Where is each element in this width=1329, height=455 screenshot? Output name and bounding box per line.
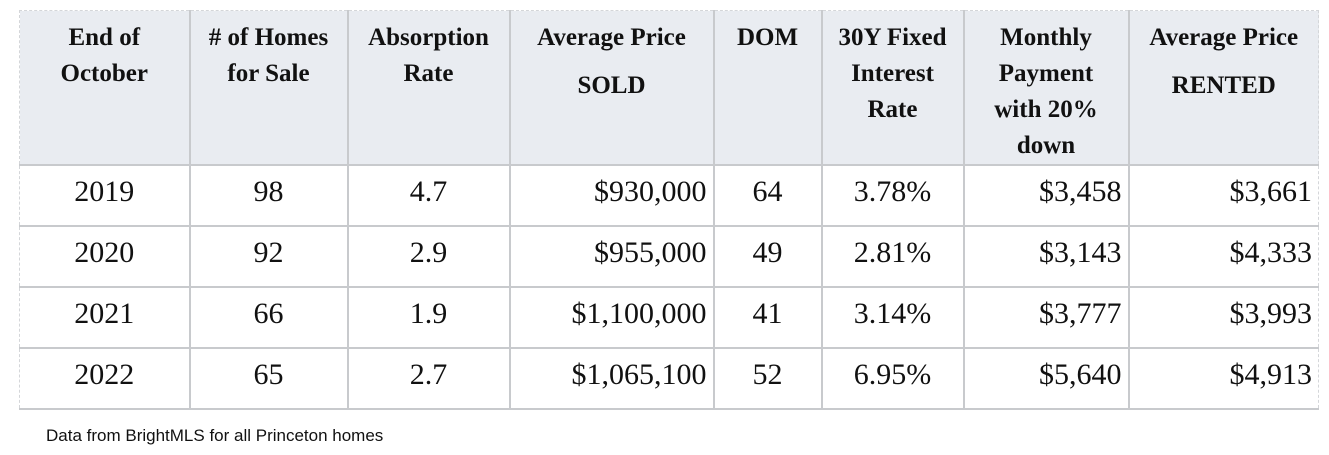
header-average-price-rented: Average Price RENTED [1127, 10, 1319, 166]
cell-average-price-rented: $4,333 [1127, 225, 1319, 288]
cell-year: 2022 [19, 347, 191, 410]
cell-year: 2021 [19, 286, 191, 349]
cell-average-price-sold: $1,065,100 [508, 347, 715, 410]
header-absorption-rate: Absorption Rate [346, 10, 511, 166]
cell-dom: 41 [712, 286, 823, 349]
cell-absorption-rate: 4.7 [346, 164, 511, 227]
cell-year: 2020 [19, 225, 191, 288]
header-line: down [1016, 132, 1076, 159]
cell-average-price-rented: $4,913 [1127, 347, 1319, 410]
cell-homes-for-sale: 98 [188, 164, 349, 227]
header-30y-fixed-interest-rate: 30Y Fixed Interest Rate [820, 10, 965, 166]
table-body: 2019 98 4.7 $930,000 64 3.78% $3,458 $3,… [19, 164, 1319, 410]
header-spacer [513, 56, 711, 68]
cell-interest-rate: 3.14% [820, 286, 965, 349]
cell-average-price-sold: $1,100,000 [508, 286, 715, 349]
header-line: for Sale [227, 60, 310, 87]
cell-monthly-payment: $3,777 [962, 286, 1130, 349]
cell-monthly-payment: $3,458 [962, 164, 1130, 227]
cell-average-price-rented: $3,661 [1127, 164, 1319, 227]
table-row: 2019 98 4.7 $930,000 64 3.78% $3,458 $3,… [19, 164, 1319, 227]
cell-average-price-sold: $955,000 [508, 225, 715, 288]
header-line: Interest [851, 60, 934, 87]
header-row: End of October # of Homes for Sale Absor… [19, 10, 1319, 166]
header-line: End of [68, 24, 141, 51]
cell-absorption-rate: 1.9 [346, 286, 511, 349]
table-row: 2022 65 2.7 $1,065,100 52 6.95% $5,640 $… [19, 347, 1319, 410]
cell-absorption-rate: 2.9 [346, 225, 511, 288]
cell-homes-for-sale: 66 [188, 286, 349, 349]
header-line: RENTED [1171, 72, 1276, 99]
market-stats-table-container: End of October # of Homes for Sale Absor… [19, 10, 1319, 410]
cell-dom: 52 [712, 347, 823, 410]
cell-interest-rate: 3.78% [820, 164, 965, 227]
cell-dom: 64 [712, 164, 823, 227]
header-line: October [60, 60, 148, 87]
header-line: DOM [736, 24, 799, 51]
cell-dom: 49 [712, 225, 823, 288]
header-line: with 20% [994, 96, 1098, 123]
header-dom: DOM [712, 10, 823, 166]
header-line: Absorption [368, 24, 489, 51]
table-header: End of October # of Homes for Sale Absor… [19, 10, 1319, 166]
cell-homes-for-sale: 92 [188, 225, 349, 288]
header-line: Average Price [1149, 24, 1299, 51]
cell-interest-rate: 2.81% [820, 225, 965, 288]
header-line: Monthly [1000, 24, 1092, 51]
header-line: Rate [867, 96, 918, 123]
data-source-footnote: Data from BrightMLS for all Princeton ho… [46, 426, 384, 445]
header-end-of-october: End of October [19, 10, 191, 166]
table-row: 2021 66 1.9 $1,100,000 41 3.14% $3,777 $… [19, 286, 1319, 349]
cell-average-price-sold: $930,000 [508, 164, 715, 227]
header-line: 30Y Fixed [838, 24, 947, 51]
market-stats-table: End of October # of Homes for Sale Absor… [19, 10, 1319, 410]
header-average-price-sold: Average Price SOLD [508, 10, 715, 166]
cell-absorption-rate: 2.7 [346, 347, 511, 410]
cell-year: 2019 [19, 164, 191, 227]
cell-average-price-rented: $3,993 [1127, 286, 1319, 349]
header-homes-for-sale: # of Homes for Sale [188, 10, 349, 166]
header-line: Average Price [537, 24, 686, 51]
header-spacer [1132, 56, 1317, 68]
cell-interest-rate: 6.95% [820, 347, 965, 410]
cell-monthly-payment: $5,640 [962, 347, 1130, 410]
table-row: 2020 92 2.9 $955,000 49 2.81% $3,143 $4,… [19, 225, 1319, 288]
cell-monthly-payment: $3,143 [962, 225, 1130, 288]
header-monthly-payment: Monthly Payment with 20% down [962, 10, 1130, 166]
header-line: # of Homes [208, 24, 329, 51]
header-line: Rate [403, 60, 454, 87]
header-line: SOLD [577, 72, 646, 99]
header-line: Payment [998, 60, 1094, 87]
cell-homes-for-sale: 65 [188, 347, 349, 410]
